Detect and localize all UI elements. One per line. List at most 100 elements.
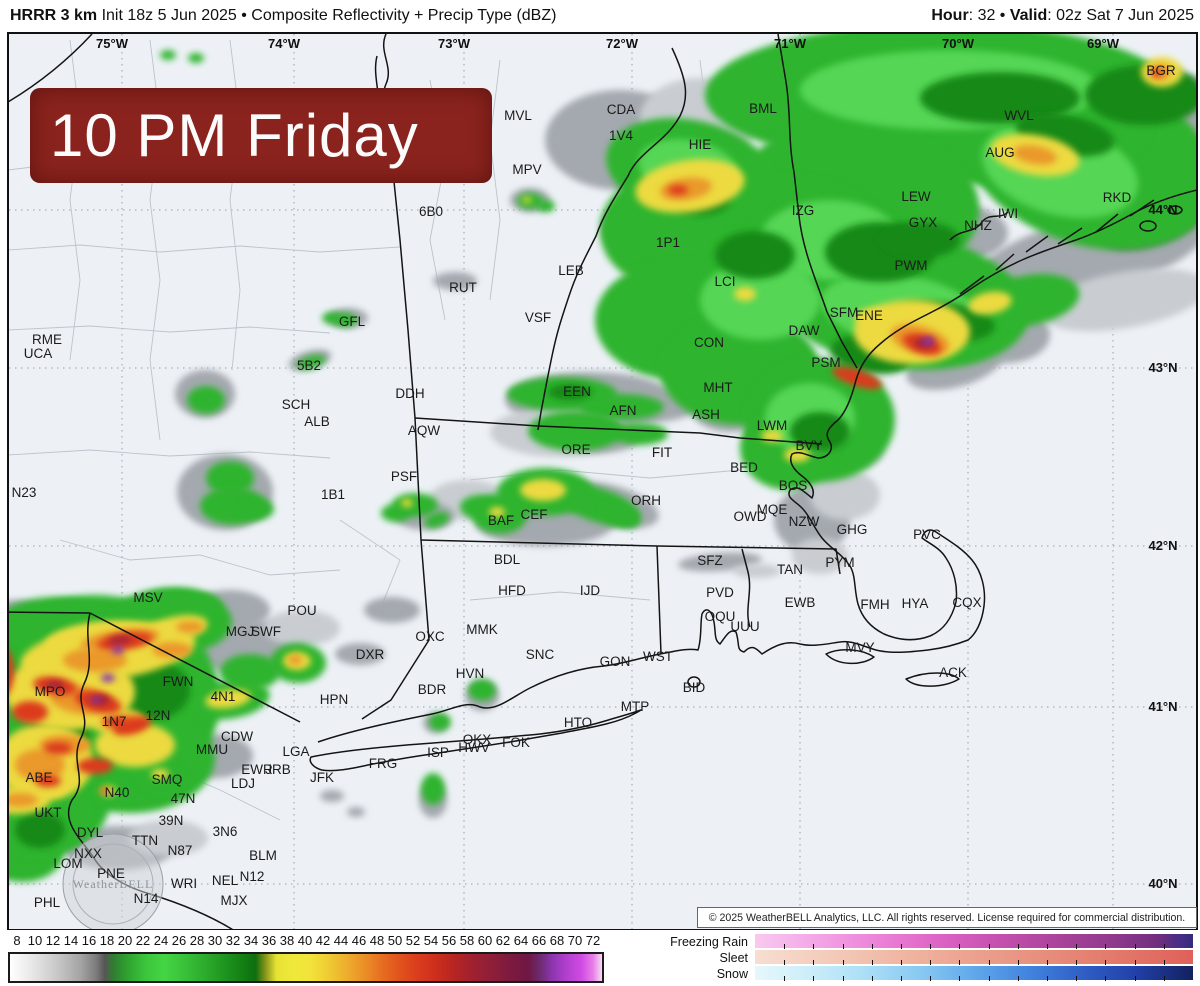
radar-cell bbox=[95, 723, 175, 767]
radar-cell bbox=[12, 701, 48, 723]
ptype-label: Sleet bbox=[719, 951, 749, 965]
ptype-bar-tick bbox=[930, 976, 932, 981]
station-label-12N: 12N bbox=[146, 708, 171, 723]
hour-value: : 32 bbox=[968, 7, 996, 24]
station-label-BML: BML bbox=[749, 101, 777, 116]
ptype-bar-tick bbox=[1076, 976, 1078, 981]
ptype-bar-tick bbox=[842, 944, 844, 949]
dbz-tick: 58 bbox=[459, 933, 475, 948]
station-label-MVL: MVL bbox=[504, 108, 532, 123]
station-label-NZW: NZW bbox=[789, 514, 820, 529]
radar-cell bbox=[322, 312, 342, 324]
station-label-DYL: DYL bbox=[77, 825, 104, 840]
ptype-bar-tick bbox=[1105, 960, 1107, 965]
station-label-N87: N87 bbox=[168, 843, 193, 858]
radar-cell bbox=[128, 820, 208, 856]
station-label-FMH: FMH bbox=[860, 597, 889, 612]
station-label-CDA: CDA bbox=[607, 102, 636, 117]
state-coast-line bbox=[537, 47, 687, 431]
station-label-ABE: ABE bbox=[25, 770, 52, 785]
station-label-PYM: PYM bbox=[825, 555, 854, 570]
lat-label: 43°N bbox=[1148, 360, 1177, 375]
station-label-HIE: HIE bbox=[689, 137, 712, 152]
station-label-N23: N23 bbox=[12, 485, 37, 500]
station-label-DAW: DAW bbox=[789, 323, 820, 338]
radar-cell bbox=[968, 291, 1012, 315]
station-label-RUT: RUT bbox=[449, 280, 477, 295]
state-coast-line bbox=[741, 548, 751, 628]
radar-cell bbox=[77, 758, 113, 774]
dbz-tick: 34 bbox=[243, 933, 259, 948]
lat-label: 42°N bbox=[1148, 538, 1177, 553]
state-coast-line bbox=[9, 34, 93, 103]
station-label-N12: N12 bbox=[240, 869, 265, 884]
dbz-tick: 16 bbox=[81, 933, 97, 948]
dbz-tick: 60 bbox=[477, 933, 493, 948]
ptype-bar-tick bbox=[784, 960, 786, 965]
ptype-bar-tick bbox=[959, 944, 961, 949]
radar-cell bbox=[151, 769, 169, 779]
dbz-tick: 70 bbox=[567, 933, 583, 948]
radar-cell bbox=[429, 713, 451, 731]
station-label-N14: N14 bbox=[134, 891, 159, 906]
station-label-1V4: 1V4 bbox=[609, 128, 634, 143]
station-label-MPO: MPO bbox=[35, 684, 66, 699]
station-label-RME: RME bbox=[32, 332, 62, 347]
station-label-PWM: PWM bbox=[895, 258, 928, 273]
ptype-bar-tick bbox=[1046, 944, 1048, 949]
lon-label: 74°W bbox=[268, 36, 301, 51]
station-label-FWN: FWN bbox=[163, 674, 194, 689]
ptype-bar-tick bbox=[988, 960, 990, 965]
dbz-tick: 22 bbox=[135, 933, 151, 948]
dbz-tick: 8 bbox=[13, 933, 21, 948]
radar-cell bbox=[160, 50, 176, 60]
dbz-color-bar bbox=[8, 952, 604, 983]
dbz-tick: 14 bbox=[63, 933, 79, 948]
lon-label: 71°W bbox=[774, 36, 807, 51]
radar-cell bbox=[548, 384, 592, 400]
radar-cell bbox=[700, 260, 820, 340]
legend-bar: 8 10 12 14 16 18 20 22 24 26 28 30 32 34 36 38 40 42 44 46 4… bbox=[0, 930, 1200, 986]
radar-cell bbox=[112, 646, 124, 654]
dbz-tick: 54 bbox=[423, 933, 439, 948]
ptype-bar-tick bbox=[1076, 944, 1078, 949]
station-label-UKT: UKT bbox=[35, 805, 62, 820]
station-label-1P1: 1P1 bbox=[656, 235, 680, 250]
station-label-CON: CON bbox=[694, 335, 724, 350]
station-label-AUG: AUG bbox=[985, 145, 1014, 160]
station-label-MJX: MJX bbox=[221, 893, 248, 908]
station-label-HFD: HFD bbox=[498, 583, 526, 598]
dbz-tick: 62 bbox=[495, 933, 511, 948]
radar-cell bbox=[264, 610, 340, 646]
station-label-RKD: RKD bbox=[1103, 190, 1132, 205]
state-coast-line bbox=[656, 545, 662, 655]
station-label-NXX: NXX bbox=[74, 846, 102, 861]
ptype-bar-tick bbox=[930, 944, 932, 949]
radar-cell bbox=[468, 679, 496, 701]
county-line bbox=[489, 59, 501, 301]
dbz-tick: 40 bbox=[297, 933, 313, 948]
station-label-EEN: EEN bbox=[563, 384, 591, 399]
ptype-bar-tick bbox=[813, 976, 815, 981]
ptype-bar-tick bbox=[813, 960, 815, 965]
station-label-MGJ: MGJ bbox=[226, 624, 255, 639]
radar-cell bbox=[734, 287, 756, 301]
county-line bbox=[59, 539, 341, 576]
station-label-UUU: UUU bbox=[730, 619, 759, 634]
radar-cell bbox=[15, 812, 65, 848]
dbz-tick: 42 bbox=[315, 933, 331, 948]
dbz-tick: 50 bbox=[387, 933, 403, 948]
station-label-BED: BED bbox=[730, 460, 758, 475]
radar-cell bbox=[1041, 268, 1196, 332]
ptype-bar-tick bbox=[1163, 944, 1165, 949]
state-coast-line bbox=[905, 672, 960, 687]
state-coast-line bbox=[414, 417, 823, 445]
state-coast-line bbox=[89, 612, 301, 723]
radar-cell bbox=[1152, 69, 1162, 77]
dbz-tick: 12 bbox=[45, 933, 61, 948]
dbz-tick: 28 bbox=[189, 933, 205, 948]
dbz-tick: 20 bbox=[117, 933, 133, 948]
station-label-BDR: BDR bbox=[418, 682, 447, 697]
dbz-tick: 44 bbox=[333, 933, 349, 948]
